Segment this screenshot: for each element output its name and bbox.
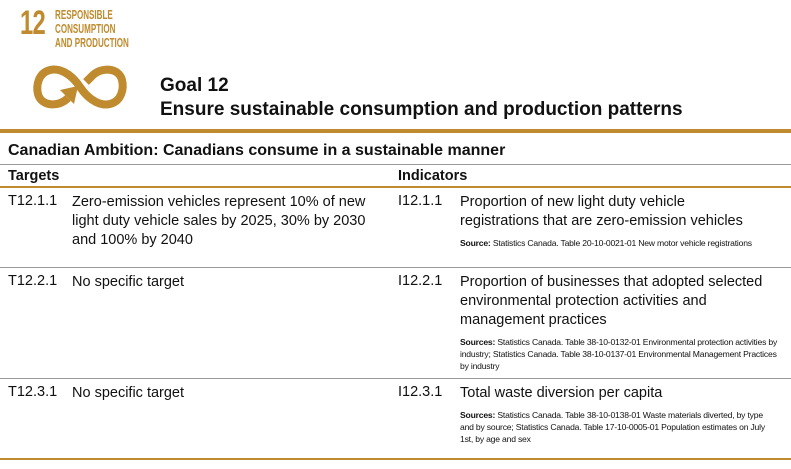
indicator-text: Total waste diversion per capita	[460, 385, 663, 401]
goal-number: 12	[20, 4, 46, 42]
divider	[0, 129, 791, 133]
indicator-text: Proportion of businesses that adopted se…	[460, 274, 763, 328]
source-note: Source: Statistics Canada. Table 20-10-0…	[460, 237, 778, 249]
source-text: Statistics Canada. Table 38-10-0132-01 E…	[460, 337, 778, 371]
source-label: Source:	[460, 238, 491, 248]
row-divider	[0, 458, 791, 460]
goal-name-line: AND PRODUCTION	[55, 35, 129, 50]
source-note: Sources: Statistics Canada. Table 38-10-…	[460, 336, 778, 372]
column-header: Targets	[8, 168, 60, 184]
goal-name-line: CONSUMPTION	[55, 21, 116, 36]
target-id: T12.3.1	[8, 384, 58, 400]
row-divider	[0, 378, 791, 379]
goal-subtitle: Ensure sustainable consumption and produ…	[160, 99, 683, 120]
source-label: Sources:	[460, 410, 496, 420]
indicator-id: I12.3.1	[398, 384, 443, 400]
target-text: No specific target	[72, 274, 185, 290]
row-divider	[0, 267, 791, 268]
divider	[0, 164, 791, 165]
infinity-icon	[33, 65, 127, 109]
divider	[0, 186, 791, 188]
indicator-id: I12.1.1	[398, 193, 443, 209]
source-text: Statistics Canada. Table 38-10-0138-01 W…	[460, 410, 765, 444]
target-id: T12.1.1	[8, 193, 58, 209]
source-label: Sources:	[460, 337, 496, 347]
ambition: Canadian Ambition: Canadians consume in …	[8, 142, 506, 159]
indicator-text: Proportion of new light duty vehicle reg…	[460, 194, 743, 229]
target-text: Zero-emission vehicles represent 10% of …	[72, 194, 366, 248]
source-note: Sources: Statistics Canada. Table 38-10-…	[460, 409, 778, 445]
target-text: No specific target	[72, 385, 185, 401]
goal-title: Goal 12	[160, 75, 229, 96]
column-header: Indicators	[398, 168, 468, 184]
goal-name-line: RESPONSIBLE	[55, 7, 113, 22]
source-text: Statistics Canada. Table 20-10-0021-01 N…	[492, 238, 752, 248]
indicator-id: I12.2.1	[398, 273, 443, 289]
target-id: T12.2.1	[8, 273, 58, 289]
